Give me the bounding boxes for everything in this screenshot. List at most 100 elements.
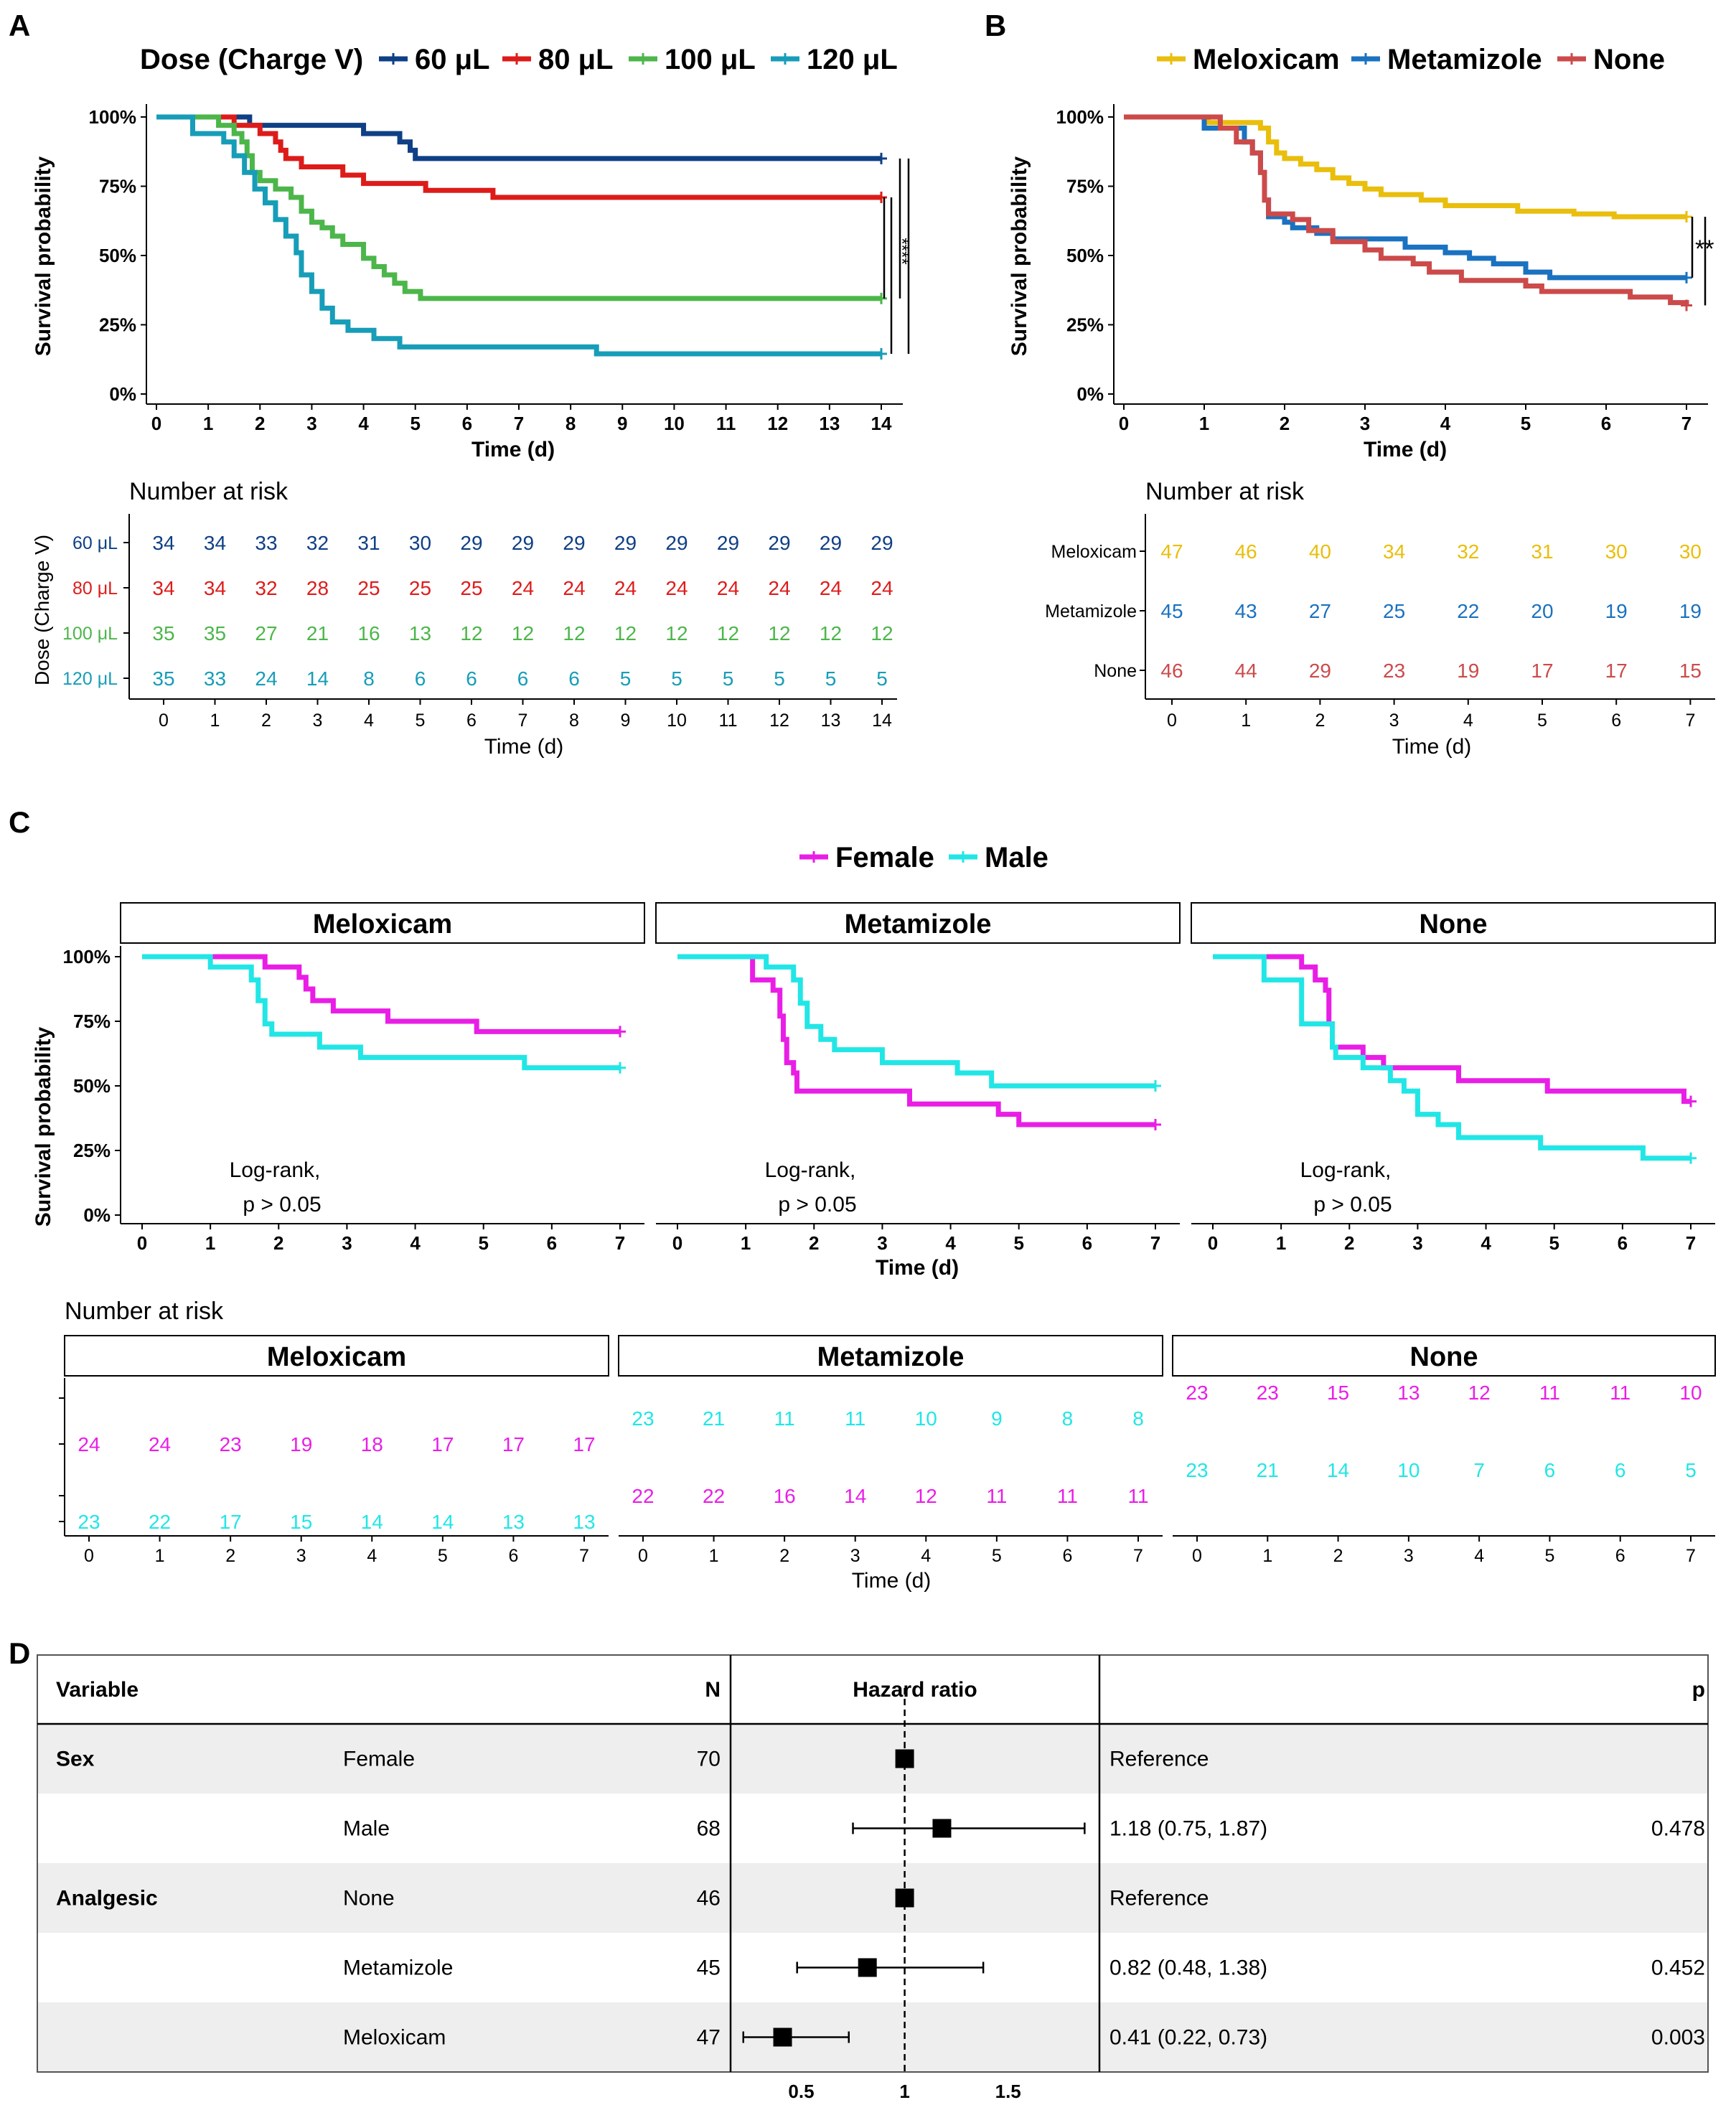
risk-table-x-label: Time (d) <box>1392 735 1472 759</box>
x-tick-label: 5 <box>1013 1232 1023 1254</box>
risk-count: 12 <box>820 622 842 644</box>
risk-facet-strip <box>1172 1335 1716 1377</box>
risk-count: 46 <box>1160 660 1183 682</box>
risk-count: 45 <box>1160 600 1183 622</box>
risk-facet-title: Meloxicam <box>267 1342 406 1372</box>
table-row-background <box>37 1724 1708 1794</box>
risk-count: 24 <box>149 1433 171 1455</box>
risk-table-title: Number at risk <box>1145 478 1305 505</box>
y-tick-label: 100% <box>1056 106 1104 128</box>
header-hazard-ratio: Hazard ratio <box>853 1678 977 1702</box>
legend-label-100-l: 100 μL <box>665 44 756 75</box>
risk-count: 19 <box>1457 660 1479 682</box>
risk-count: 28 <box>306 577 329 599</box>
x-tick-label: 0 <box>151 413 161 434</box>
log-rank-annotation: Log-rank, <box>1300 1158 1392 1182</box>
panel-label-d: D <box>9 1636 30 1670</box>
risk-x-tick-label: 6 <box>1611 711 1621 731</box>
hazard-ratio-point <box>895 1749 914 1768</box>
risk-x-tick-label: 4 <box>364 711 374 731</box>
legend-label-male: Male <box>985 842 1048 873</box>
row-group: Sex <box>56 1748 95 1771</box>
risk-count: 14 <box>844 1485 866 1507</box>
risk-count: 10 <box>1397 1459 1420 1481</box>
risk-count: 11 <box>1057 1485 1078 1507</box>
risk-count: 22 <box>632 1485 654 1507</box>
risk-count: 11 <box>845 1407 865 1430</box>
censor-mark-metamizole <box>1681 271 1692 283</box>
risk-row-label: None <box>1094 661 1137 681</box>
km-curve-female <box>1213 954 1691 1105</box>
risk-count: 29 <box>563 532 585 554</box>
x-tick-label: 10 <box>664 413 685 434</box>
risk-count: 20 <box>1531 600 1553 622</box>
x-axis-label: Time (d) <box>471 438 555 461</box>
y-tick-label: 50% <box>99 245 136 266</box>
risk-count: 11 <box>774 1407 795 1430</box>
risk-count: 23 <box>1186 1382 1208 1404</box>
risk-count: 15 <box>1327 1382 1349 1404</box>
risk-row-label: 80 μL <box>72 578 118 599</box>
y-axis-label: Survival probability <box>1008 156 1031 356</box>
row-level: Metamizole <box>343 1956 453 1980</box>
risk-x-tick-label: 0 <box>159 711 169 731</box>
risk-count: 32 <box>255 577 277 599</box>
risk-count: 13 <box>573 1511 595 1533</box>
panel-label-a: A <box>9 9 30 42</box>
risk-count: 24 <box>78 1433 100 1455</box>
risk-count: 5 <box>620 667 632 690</box>
risk-count: 9 <box>991 1407 1003 1430</box>
risk-count: 40 <box>1309 540 1331 563</box>
risk-x-tick-label: 14 <box>872 711 892 731</box>
x-tick-label: 7 <box>615 1232 625 1254</box>
risk-count: 17 <box>1605 660 1628 682</box>
risk-count: 29 <box>665 532 688 554</box>
risk-x-tick-label: 7 <box>1133 1546 1143 1566</box>
x-tick-label: 9 <box>617 413 627 434</box>
risk-count: 8 <box>363 667 375 690</box>
risk-x-tick-label: 0 <box>638 1546 648 1566</box>
risk-count: 29 <box>614 532 637 554</box>
risk-count: 10 <box>1679 1382 1702 1404</box>
censor-mark-male <box>614 1061 626 1074</box>
x-tick-label: 3 <box>1412 1232 1422 1254</box>
risk-count: 27 <box>1309 600 1331 622</box>
risk-count: 19 <box>290 1433 312 1455</box>
risk-count: 34 <box>1383 540 1405 563</box>
risk-count: 5 <box>876 667 888 690</box>
table-row-background <box>37 2002 1708 2072</box>
risk-count: 12 <box>1468 1382 1491 1404</box>
risk-count: 29 <box>768 532 790 554</box>
risk-count: 31 <box>1531 540 1553 563</box>
risk-count: 29 <box>1309 660 1331 682</box>
risk-x-tick-label: 3 <box>1404 1546 1414 1566</box>
risk-count: 14 <box>306 667 329 690</box>
row-n: 70 <box>697 1748 721 1771</box>
risk-count: 35 <box>152 622 174 644</box>
risk-x-tick-label: 3 <box>850 1546 860 1566</box>
legend-label-female: Female <box>835 842 934 873</box>
risk-count: 12 <box>563 622 585 644</box>
censor-mark-female <box>614 1026 626 1038</box>
km-curve-80-l <box>156 114 881 200</box>
row-p-value: 0.452 <box>1651 1956 1705 1980</box>
risk-count: 5 <box>671 667 682 690</box>
km-curve-female <box>677 954 1155 1127</box>
risk-count: 25 <box>460 577 482 599</box>
y-tick-label: 50% <box>73 1075 111 1097</box>
risk-count: 35 <box>152 667 174 690</box>
risk-count: 12 <box>768 622 790 644</box>
risk-count: 6 <box>1615 1459 1626 1481</box>
risk-x-tick-label: 4 <box>921 1546 931 1566</box>
risk-x-tick-label: 4 <box>367 1546 377 1566</box>
risk-x-tick-label: 1 <box>1241 711 1251 731</box>
x-tick-label: 1 <box>1276 1232 1286 1254</box>
risk-count: 8 <box>1062 1407 1074 1430</box>
risk-row-label: Metamizole <box>1045 601 1137 622</box>
risk-count: 5 <box>774 667 785 690</box>
panel-c: Female Male Survival probability Meloxicam 0… <box>32 842 1716 1593</box>
risk-count: 24 <box>717 577 739 599</box>
legend-label-80-l: 80 μL <box>538 44 614 75</box>
significance-stars: ** <box>1695 235 1714 263</box>
risk-count: 44 <box>1235 660 1257 682</box>
